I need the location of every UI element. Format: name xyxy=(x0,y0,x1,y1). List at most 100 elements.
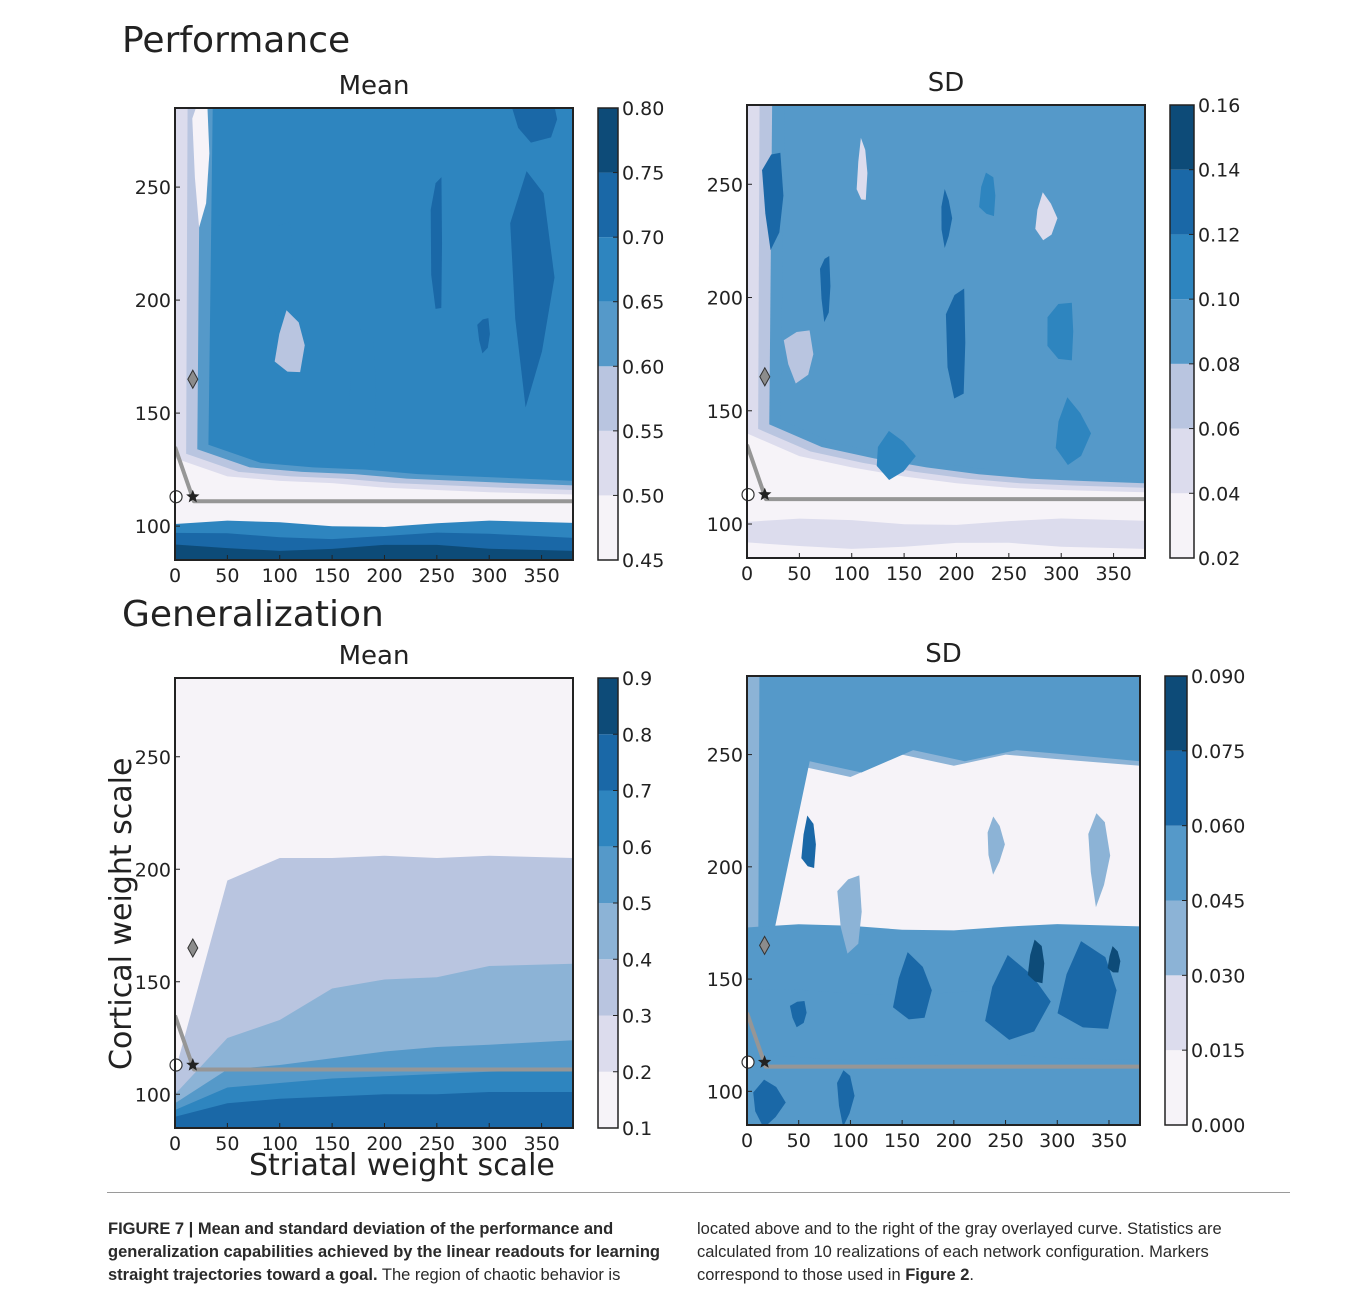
colorbar-tick-label: 0.50 xyxy=(622,485,664,507)
colorbar-tick-label: 0.8 xyxy=(622,724,652,746)
panel-performance-mean: 0 50 100 150 200 250 300 350 100 150 200 250 Mean 0.4… xyxy=(135,71,665,587)
colorbar-tick-label: 0.3 xyxy=(622,1006,652,1028)
contour-region xyxy=(1057,941,1117,1029)
contour-region xyxy=(430,177,443,309)
y-tick-label: 150 xyxy=(707,969,743,991)
colorbar-segment xyxy=(1165,975,1187,1051)
x-tick-label: 50 xyxy=(215,1133,239,1155)
contour-region xyxy=(510,171,555,408)
y-tick-label: 200 xyxy=(707,857,743,879)
colorbar-tick-label: 0.000 xyxy=(1191,1115,1245,1137)
plot-area xyxy=(747,105,1145,558)
colorbar-tick-label: 0.4 xyxy=(622,949,652,971)
colorbar-tick-label: 0.5 xyxy=(622,893,652,915)
contour-region xyxy=(819,256,831,323)
y-tick-label: 100 xyxy=(707,1081,743,1103)
colorbar-segment xyxy=(598,301,618,367)
contour-region xyxy=(945,288,966,399)
colorbar-segment xyxy=(1170,299,1194,364)
colorbar-tick-label: 0.65 xyxy=(622,292,664,314)
colorbar-segment xyxy=(1165,750,1187,826)
colorbar-tick-label: 0.08 xyxy=(1198,354,1240,376)
contour-region xyxy=(1047,302,1074,361)
colorbar-tick-label: 0.80 xyxy=(622,98,664,120)
contour-region xyxy=(1107,946,1121,973)
x-tick-label: 250 xyxy=(419,565,455,587)
colorbar-segment xyxy=(598,846,618,903)
contour-region xyxy=(753,1079,786,1125)
contour-region xyxy=(837,875,862,954)
colorbar-tick-label: 0.060 xyxy=(1191,816,1245,838)
colorbar-segment xyxy=(598,790,618,847)
x-tick-label: 200 xyxy=(366,1133,402,1155)
x-tick-label: 350 xyxy=(523,565,559,587)
colorbar-tick-label: 0.06 xyxy=(1198,419,1240,441)
diamond-marker xyxy=(759,935,771,956)
y-tick-label: 250 xyxy=(135,177,171,199)
plot-frame xyxy=(174,107,574,561)
caption-label: FIGURE 7 | Mean and standard deviation o… xyxy=(108,1220,660,1284)
plot-frame xyxy=(746,675,1141,1126)
panel-generalization-sd: 0 50 100 150 200 250 300 350 100 150 200 250 SD 0.000… xyxy=(707,639,1246,1152)
x-tick-label: 300 xyxy=(1039,1130,1075,1152)
panel-title: SD xyxy=(928,68,965,98)
x-axis-label: Striatal weight scale xyxy=(249,1148,555,1183)
x-tick-label: 200 xyxy=(938,563,974,585)
y-tick-label: 100 xyxy=(135,1084,171,1106)
colorbar-segment xyxy=(598,734,618,791)
colorbar-segment xyxy=(1165,676,1187,751)
contour-region xyxy=(348,329,377,449)
contour-region xyxy=(987,816,1005,875)
caption-divider xyxy=(107,1192,1290,1193)
contour-region xyxy=(747,1053,1140,1125)
x-tick-label: 300 xyxy=(471,565,507,587)
plot-area xyxy=(175,108,573,560)
colorbar-segment xyxy=(598,430,618,496)
contour-region xyxy=(837,1070,855,1125)
chaos-boundary-curve xyxy=(175,1014,573,1072)
caption-text-right-2: . xyxy=(969,1266,974,1284)
x-tick-label: 50 xyxy=(787,1130,811,1152)
x-tick-label: 250 xyxy=(991,563,1027,585)
panel-title: Mean xyxy=(339,71,410,101)
contour-region xyxy=(985,955,1051,1040)
x-tick-label: 200 xyxy=(366,565,402,587)
panel-title: Mean xyxy=(339,641,410,671)
y-tick-label: 250 xyxy=(707,174,743,196)
panel-generalization-mean: 0 50 100 150 200 250 300 350 100 150 200 250 Mean 0.1… xyxy=(135,641,652,1155)
colorbar-segment xyxy=(598,1015,618,1072)
colorbar-segment xyxy=(598,495,618,560)
contour-region xyxy=(941,189,953,248)
colorbar-tick-label: 0.14 xyxy=(1198,160,1240,182)
contour-region xyxy=(264,221,294,318)
colorbar-tick-label: 0.2 xyxy=(622,1062,652,1084)
colorbar-tick-label: 0.75 xyxy=(622,163,664,185)
contour-region xyxy=(747,542,1145,558)
caption-right: located above and to the right of the gr… xyxy=(697,1218,1292,1287)
diamond-marker xyxy=(187,369,199,390)
x-tick-label: 0 xyxy=(741,1130,753,1152)
panel-performance-sd: 0 50 100 150 200 250 300 350 100 150 200 250 SD 0.02 0… xyxy=(707,68,1241,585)
circle-marker xyxy=(741,1055,755,1069)
colorbar-tick-label: 0.12 xyxy=(1198,224,1240,246)
caption-text-right-1: located above and to the right of the gr… xyxy=(697,1220,1222,1284)
colorbar-segment xyxy=(1170,428,1194,494)
colorbar-segment xyxy=(598,903,618,960)
contour-region xyxy=(208,108,573,481)
colorbar-segment xyxy=(598,366,618,431)
circle-marker xyxy=(169,490,183,504)
colorbar-tick-label: 0.04 xyxy=(1198,483,1240,505)
y-tick-label: 100 xyxy=(135,516,171,538)
x-tick-label: 100 xyxy=(262,565,298,587)
contour-region xyxy=(892,952,932,1020)
colorbar-segment xyxy=(1165,825,1187,901)
colorbar-tick-label: 0.45 xyxy=(622,550,664,572)
colorbar-segment xyxy=(598,678,618,735)
star-marker xyxy=(186,489,200,503)
colorbar-tick-label: 0.10 xyxy=(1198,289,1240,311)
contour-region xyxy=(192,108,210,228)
contour-region xyxy=(1088,813,1111,908)
x-tick-label: 100 xyxy=(262,1133,298,1155)
x-tick-label: 150 xyxy=(884,1130,920,1152)
contour-region xyxy=(783,330,814,384)
